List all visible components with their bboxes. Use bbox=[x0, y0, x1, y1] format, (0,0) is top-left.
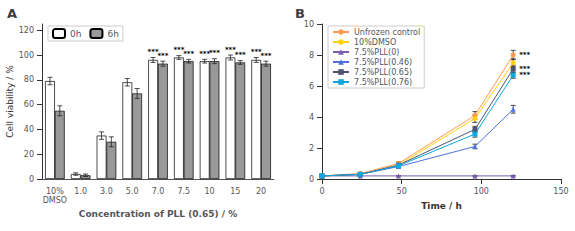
svg-text:7.0: 7.0 bbox=[152, 187, 165, 196]
svg-text:***: *** bbox=[235, 51, 246, 59]
svg-text:Unfrozen control: Unfrozen control bbox=[354, 28, 420, 37]
svg-text:B: B bbox=[295, 6, 305, 21]
svg-text:***: *** bbox=[209, 49, 220, 57]
svg-text:8: 8 bbox=[309, 51, 314, 60]
svg-text:DMSO: DMSO bbox=[43, 196, 67, 205]
svg-text:***: *** bbox=[519, 51, 530, 59]
svg-text:Cell viability / %: Cell viability / % bbox=[5, 65, 15, 138]
svg-text:7.5%PLL(0.65): 7.5%PLL(0.65) bbox=[354, 68, 412, 77]
svg-text:6h: 6h bbox=[107, 29, 118, 39]
svg-text:***: *** bbox=[157, 52, 168, 60]
svg-text:7.5%PLL(0.76): 7.5%PLL(0.76) bbox=[354, 78, 412, 87]
svg-text:5.0: 5.0 bbox=[126, 187, 139, 196]
svg-text:40: 40 bbox=[24, 125, 34, 134]
svg-text:6: 6 bbox=[309, 82, 314, 91]
svg-text:3.0: 3.0 bbox=[100, 187, 113, 196]
svg-text:0: 0 bbox=[309, 175, 314, 184]
svg-text:60: 60 bbox=[24, 100, 34, 109]
svg-text:0h: 0h bbox=[70, 29, 81, 39]
svg-text:A: A bbox=[7, 6, 17, 21]
svg-text:10%DMSO: 10%DMSO bbox=[354, 38, 396, 47]
svg-text:0: 0 bbox=[319, 187, 324, 196]
svg-text:***: *** bbox=[261, 52, 272, 60]
svg-text:50: 50 bbox=[397, 187, 407, 196]
svg-text:***: *** bbox=[519, 71, 530, 79]
svg-text:0: 0 bbox=[29, 175, 34, 184]
svg-text:10: 10 bbox=[304, 20, 314, 29]
svg-text:7.5%PLL(0.46): 7.5%PLL(0.46) bbox=[354, 58, 412, 67]
svg-text:Concentration of PLL (0.65) /: Concentration of PLL (0.65) / % bbox=[79, 209, 237, 219]
svg-text:100: 100 bbox=[474, 187, 489, 196]
svg-text:15: 15 bbox=[230, 187, 240, 196]
svg-text:7.5%PLL(0): 7.5%PLL(0) bbox=[354, 48, 399, 57]
svg-text:10%: 10% bbox=[46, 187, 64, 196]
svg-text:4: 4 bbox=[309, 113, 314, 122]
svg-text:Time / h: Time / h bbox=[421, 201, 462, 211]
svg-text:150: 150 bbox=[553, 187, 568, 196]
svg-text:1.0: 1.0 bbox=[74, 187, 87, 196]
svg-text:20: 20 bbox=[256, 187, 266, 196]
svg-text:2: 2 bbox=[309, 144, 314, 153]
svg-text:20: 20 bbox=[24, 150, 34, 159]
svg-text:10: 10 bbox=[204, 187, 214, 196]
svg-text:80: 80 bbox=[24, 75, 34, 84]
svg-text:***: *** bbox=[183, 50, 194, 58]
svg-text:120: 120 bbox=[19, 26, 34, 35]
svg-text:7.5: 7.5 bbox=[177, 187, 190, 196]
svg-text:100: 100 bbox=[19, 51, 34, 60]
